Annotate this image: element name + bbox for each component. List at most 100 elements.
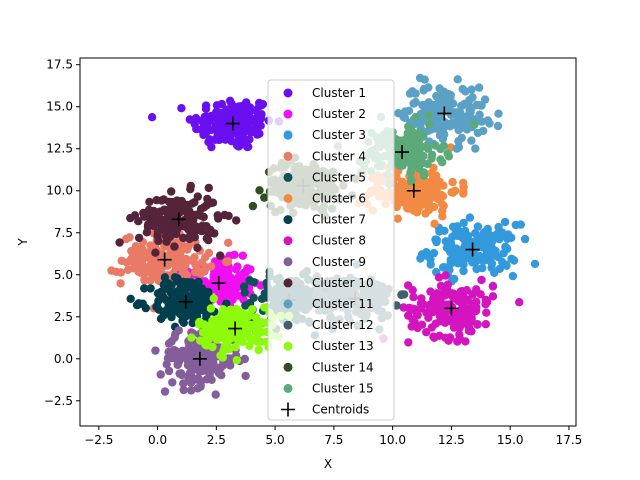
data-point — [140, 275, 149, 284]
data-point — [425, 120, 434, 129]
data-point — [131, 262, 140, 271]
data-point — [156, 314, 166, 323]
data-point — [162, 296, 171, 305]
legend-label: Cluster 10 — [312, 276, 374, 290]
data-point — [498, 258, 507, 267]
data-point — [461, 337, 470, 346]
y-axis-label: Y — [16, 238, 30, 247]
data-point — [432, 118, 442, 127]
data-point — [196, 336, 205, 345]
x-tick-label: 5.0 — [266, 433, 285, 447]
data-point — [164, 339, 174, 348]
data-point — [216, 251, 225, 260]
x-tick-label: 2.5 — [207, 433, 226, 447]
legend-entry: Cluster 6 — [283, 192, 366, 206]
data-point — [211, 390, 220, 399]
legend-entry: Cluster 11 — [283, 297, 374, 311]
x-tick-label: −2.5 — [84, 433, 113, 447]
data-point — [459, 189, 468, 198]
centroid-marker — [465, 242, 480, 257]
data-point — [187, 278, 196, 287]
data-point — [430, 333, 439, 342]
data-point — [210, 316, 219, 325]
data-point — [140, 284, 149, 293]
y-tick-label: 7.5 — [54, 226, 73, 240]
legend-label: Cluster 1 — [312, 86, 366, 100]
data-point — [419, 300, 428, 309]
data-point — [242, 267, 251, 276]
data-point — [252, 313, 261, 322]
data-point — [219, 273, 229, 282]
data-point — [186, 296, 195, 305]
data-point — [193, 192, 202, 201]
data-point — [412, 208, 422, 217]
x-tick-label: 10.0 — [379, 433, 406, 447]
data-point — [126, 294, 135, 303]
data-point — [494, 109, 503, 118]
legend-entry: Cluster 2 — [283, 107, 366, 121]
data-point — [434, 93, 443, 103]
legend-label: Centroids — [312, 403, 369, 417]
data-point — [256, 121, 265, 130]
data-point — [190, 233, 199, 242]
data-point — [508, 271, 518, 281]
data-point — [179, 233, 188, 243]
data-point — [434, 273, 444, 282]
data-point — [470, 120, 479, 129]
data-point — [408, 158, 418, 167]
legend-entry: Centroids — [281, 402, 369, 417]
data-point — [210, 116, 219, 125]
legend-marker — [283, 383, 293, 393]
data-point — [461, 240, 470, 249]
data-point — [446, 94, 455, 103]
data-point — [493, 121, 503, 131]
data-point — [201, 101, 211, 110]
centroid-marker — [406, 183, 421, 198]
legend-entry: Cluster 12 — [283, 318, 374, 332]
data-point — [225, 356, 234, 366]
data-point — [257, 101, 266, 110]
data-point — [430, 219, 439, 228]
data-point — [184, 375, 193, 384]
data-point — [487, 239, 496, 248]
legend-label: Cluster 13 — [312, 339, 374, 353]
data-point — [204, 248, 214, 258]
data-point — [481, 320, 490, 329]
data-point — [154, 305, 164, 314]
data-point — [397, 177, 406, 187]
data-point — [190, 253, 199, 262]
legend-entry: Cluster 4 — [283, 149, 366, 163]
legend-entry: Cluster 5 — [283, 170, 366, 184]
data-point — [232, 356, 241, 365]
legend-label: Cluster 15 — [312, 381, 374, 395]
data-point — [495, 264, 504, 273]
data-point — [160, 387, 170, 396]
data-point — [204, 229, 213, 238]
data-point — [435, 84, 444, 93]
data-point — [235, 271, 244, 280]
data-point — [460, 99, 469, 109]
series-3 — [416, 213, 540, 290]
data-point — [222, 257, 231, 267]
series-13 — [187, 294, 294, 365]
data-point — [154, 296, 163, 305]
data-point — [232, 320, 241, 329]
data-point — [422, 141, 431, 150]
data-point — [443, 285, 452, 294]
data-point — [127, 246, 136, 256]
data-point — [187, 386, 196, 395]
data-point — [467, 315, 476, 324]
data-point — [156, 370, 165, 379]
data-point — [197, 125, 206, 134]
data-point — [185, 362, 194, 371]
x-tick-label: 7.5 — [324, 433, 343, 447]
legend: Cluster 1 Cluster 2 Cluster 3 Cluster 4 Clus… — [267, 79, 395, 421]
data-point — [194, 277, 203, 287]
data-point — [254, 345, 263, 355]
series-11 — [376, 73, 503, 153]
data-point — [197, 116, 207, 126]
data-point — [145, 197, 154, 207]
data-point — [455, 330, 464, 339]
data-point — [446, 255, 455, 265]
legend-label: Cluster 9 — [312, 255, 366, 269]
